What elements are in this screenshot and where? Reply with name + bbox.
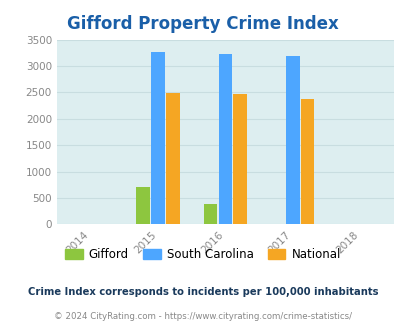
Text: © 2024 CityRating.com - https://www.cityrating.com/crime-statistics/: © 2024 CityRating.com - https://www.city… [54,312,351,321]
Bar [151,52,164,224]
Bar [203,204,217,224]
Text: Gifford Property Crime Index: Gifford Property Crime Index [67,15,338,33]
Text: Crime Index corresponds to incidents per 100,000 inhabitants: Crime Index corresponds to incidents per… [28,287,377,297]
Bar [300,99,313,224]
Legend: Gifford, South Carolina, National: Gifford, South Carolina, National [60,244,345,266]
Bar [166,93,179,224]
Bar [218,54,232,224]
Bar [136,187,149,224]
Bar [285,56,299,224]
Bar [233,94,246,224]
